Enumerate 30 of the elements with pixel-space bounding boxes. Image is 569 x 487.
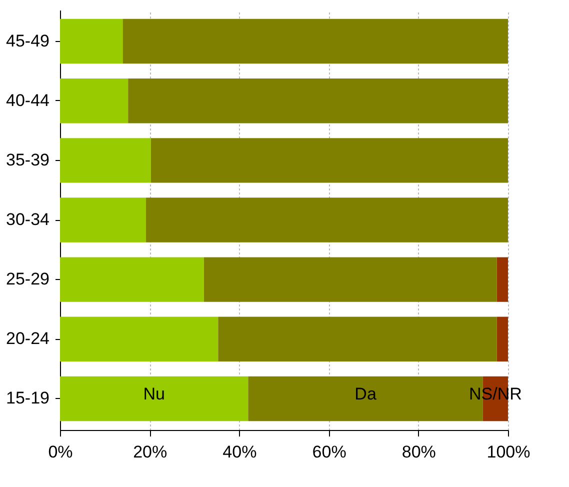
bar <box>204 257 497 302</box>
y-tick-label: 15-19 <box>6 388 50 408</box>
y-tick-label: 40-44 <box>6 90 50 110</box>
bar <box>60 138 151 183</box>
bar <box>146 198 508 242</box>
bar <box>122 18 508 64</box>
bar <box>60 18 123 64</box>
x-tick-label: 80% <box>402 442 436 462</box>
series-label: Nu <box>143 384 165 404</box>
bar <box>60 376 248 422</box>
y-tick-label: 45-49 <box>6 31 50 50</box>
y-tick-label: 35-39 <box>6 150 50 170</box>
bar <box>60 316 218 362</box>
x-tick-label: 100% <box>486 442 530 462</box>
bar <box>496 257 508 302</box>
bar <box>60 78 128 124</box>
bar <box>150 138 508 183</box>
x-tick-label: 20% <box>133 442 168 462</box>
y-tick-label: 30-34 <box>6 210 50 229</box>
x-tick-label: 0% <box>48 442 73 462</box>
bar <box>218 316 497 362</box>
bar <box>496 316 508 362</box>
bar <box>60 257 204 302</box>
y-tick-label: 25-29 <box>6 270 50 289</box>
x-tick-label: 60% <box>312 442 346 462</box>
bar <box>128 78 508 124</box>
bar <box>60 198 146 242</box>
series-label: Da <box>354 384 377 404</box>
y-tick-label: 20-24 <box>6 329 50 348</box>
x-tick-label: 40% <box>222 442 257 462</box>
